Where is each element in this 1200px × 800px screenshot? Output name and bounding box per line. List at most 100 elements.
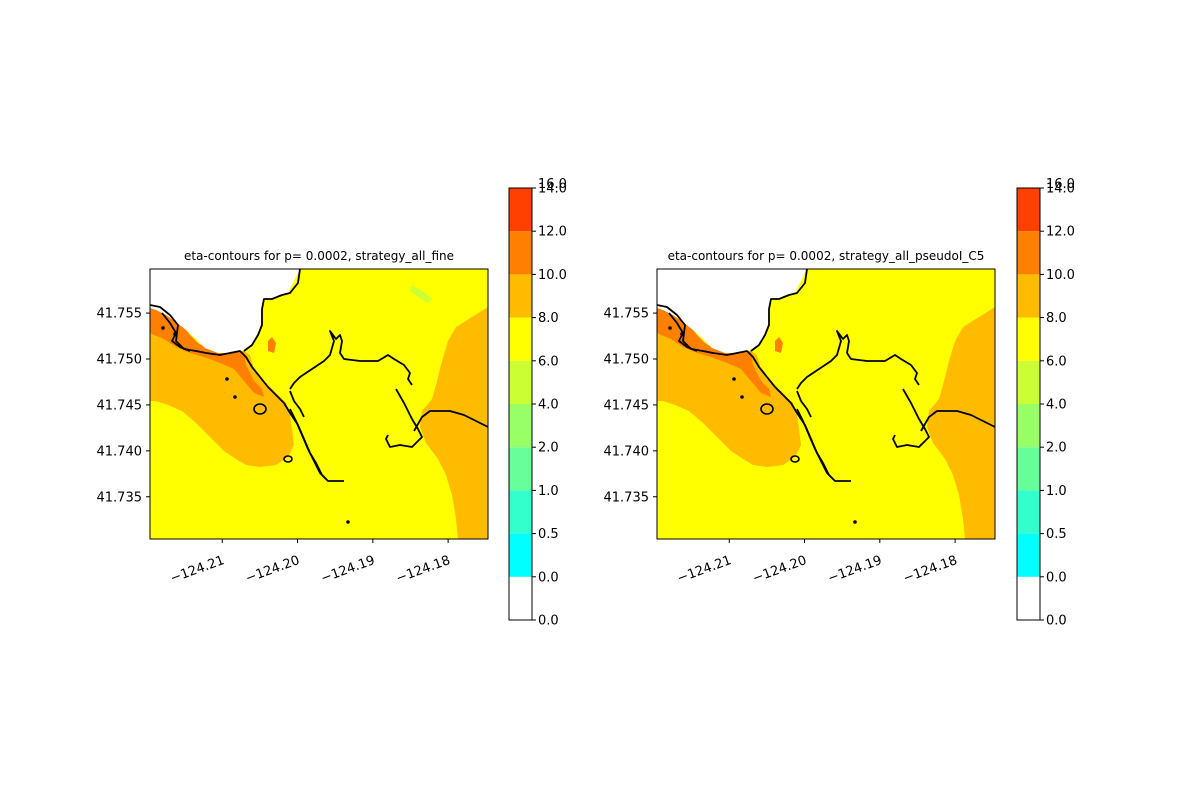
axes-frame	[149, 268, 489, 540]
shoreline-loop-1	[760, 403, 774, 415]
map-panel-1: eta-contours for p= 0.0002, strategy_all…	[97, 249, 489, 586]
x-tick-label: −124.19	[319, 553, 377, 586]
shoreline-6	[796, 390, 812, 418]
colorbar-label: 14.0	[1046, 182, 1075, 197]
shoreline-2	[161, 312, 191, 352]
shoreline-4	[750, 269, 808, 352]
colorbar-label: 4.0	[538, 398, 559, 413]
shoreline-rock-1	[161, 326, 165, 330]
shoreline-loop-2	[790, 455, 800, 463]
y-tick-label: 41.755	[97, 307, 143, 322]
colorbar-label: 0.0	[538, 570, 559, 585]
colorbar-label: 0.0	[538, 614, 559, 629]
dry-land	[150, 269, 300, 353]
shoreline-8	[413, 410, 488, 432]
y-tick-label: 41.750	[97, 353, 143, 368]
colorbar-label: 10.0	[1046, 268, 1075, 283]
colorbar-label: 16.0	[538, 177, 567, 192]
shoreline-7	[892, 388, 930, 448]
colorbar-segment	[509, 360, 532, 404]
y-tick-label: 41.740	[97, 444, 143, 459]
shoreline-rock-5	[853, 520, 857, 524]
shoreline-6	[289, 390, 305, 418]
colorbar-1: 0.0 0.0 0.5 1.0 2.0 4.0 6.0 8.0 10.0 12.0 14.016.0	[508, 177, 567, 629]
map-panel-2: eta-contours for p= 0.0002, strategy_all…	[604, 249, 996, 586]
shoreline-5	[796, 330, 920, 390]
colorbar-label: 2.0	[1046, 441, 1067, 456]
shoreline-rock-1	[668, 326, 672, 330]
colorbar-label: 0.5	[1046, 527, 1067, 542]
colorbar-label: 1.0	[1046, 484, 1067, 499]
y-tick-label: 41.740	[604, 444, 650, 459]
x-tick-label: −124.21	[168, 553, 226, 586]
shoreline-rock-4	[740, 395, 744, 399]
colorbar-label: 8.0	[1046, 311, 1067, 326]
shoreline-rock-5	[346, 520, 350, 524]
colorbar-segment	[509, 317, 532, 361]
contour-level-10-12-patch	[268, 337, 276, 353]
colorbar-segment	[1017, 360, 1040, 404]
colorbar-segment	[1017, 490, 1040, 534]
colorbar-segment	[1017, 404, 1040, 448]
x-tick-label: −124.20	[751, 553, 809, 586]
shoreline-8	[920, 410, 995, 432]
colorbar-label: 4.0	[1046, 398, 1067, 413]
colorbar-label: 6.0	[538, 354, 559, 369]
colorbar-segment	[509, 447, 532, 491]
shoreline-4	[243, 269, 301, 352]
colorbar-segment	[1017, 317, 1040, 361]
colorbar-segment	[1017, 447, 1040, 491]
shoreline-rock-2	[680, 332, 684, 336]
colorbar-label: 12.0	[538, 225, 567, 240]
colorbar-segment	[509, 231, 532, 275]
shoreline-7	[385, 388, 423, 448]
x-tick-label: −124.21	[675, 553, 733, 586]
colorbar-label: 16.0	[1046, 177, 1075, 192]
colorbar-label: 2.0	[538, 441, 559, 456]
x-tick-label: −124.18	[901, 553, 959, 586]
colorbar-label: 10.0	[538, 268, 567, 283]
shoreline-5	[289, 330, 413, 390]
colorbar-segment	[1017, 533, 1040, 577]
x-tick-label: −124.18	[394, 553, 452, 586]
shoreline-3	[796, 408, 834, 480]
colorbar-label: 0.0	[1046, 570, 1067, 585]
colorbar-segment	[509, 404, 532, 448]
colorbar-2: 0.0 0.0 0.5 1.0 2.0 4.0 6.0 8.0 10.0 12.0 14.016.0	[1016, 177, 1075, 629]
x-tick-label: −124.20	[244, 553, 302, 586]
axes-frame	[656, 268, 996, 540]
colorbar-segment	[509, 576, 532, 620]
colorbar-label: 0.5	[538, 527, 559, 542]
panel-title: eta-contours for p= 0.0002, strategy_all…	[668, 249, 985, 263]
y-tick-label: 41.745	[604, 398, 650, 413]
shoreline-loop-2	[283, 455, 293, 463]
colorbar-label: 0.0	[1046, 614, 1067, 629]
shoreline-rock-3	[225, 377, 229, 381]
colorbar-segment	[509, 533, 532, 577]
contour-level-8-10-east	[420, 307, 488, 539]
colorbar-segment	[509, 274, 532, 318]
y-tick-label: 41.745	[97, 398, 143, 413]
colorbar-segment	[509, 188, 532, 232]
colorbar-label: 8.0	[538, 311, 559, 326]
colorbar-segment	[1017, 231, 1040, 275]
contour-field	[657, 269, 995, 539]
colorbar-segment	[509, 490, 532, 534]
contour-level-8-10-east	[927, 307, 995, 539]
shoreline-3	[289, 408, 327, 480]
contour-level-4-6	[410, 285, 432, 303]
colorbar-label: 14.0	[538, 182, 567, 197]
colorbar-segment	[1017, 274, 1040, 318]
y-tick-label: 41.735	[97, 490, 143, 505]
y-tick-label: 41.750	[604, 353, 650, 368]
shoreline-rock-4	[233, 395, 237, 399]
shoreline-rock-3	[732, 377, 736, 381]
y-tick-label: 41.755	[604, 307, 650, 322]
colorbar-segment	[1017, 188, 1040, 232]
colorbar-segment	[1017, 576, 1040, 620]
x-tick-label: −124.19	[826, 553, 884, 586]
colorbar-label: 6.0	[1046, 354, 1067, 369]
y-tick-label: 41.735	[604, 490, 650, 505]
contour-field	[150, 269, 488, 539]
